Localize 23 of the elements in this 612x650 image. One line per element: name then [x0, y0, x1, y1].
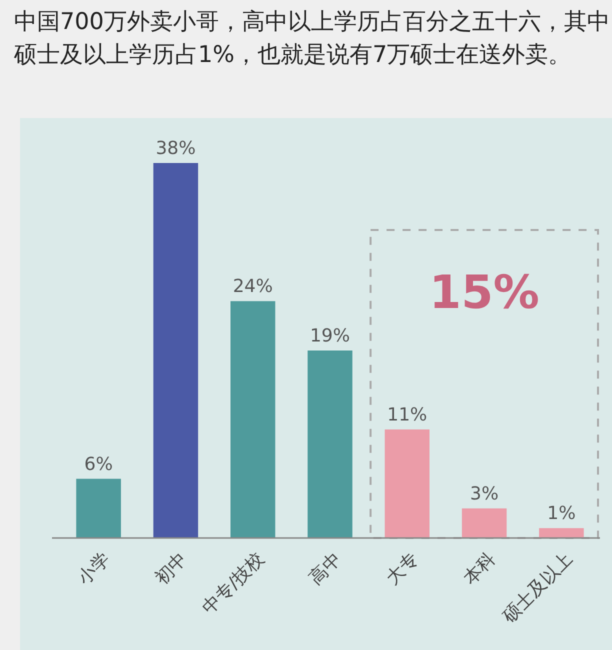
data-label: 38% [156, 138, 196, 159]
bar [462, 508, 507, 538]
bar [230, 301, 276, 538]
data-label: 19% [310, 326, 350, 346]
x-tick-label: 大专 [382, 548, 423, 589]
x-tick-label: 高中 [305, 548, 346, 589]
data-label: 11% [387, 404, 428, 426]
x-tick-label: 本科 [460, 548, 500, 589]
bar [153, 163, 198, 538]
x-tick-label: 小学 [74, 548, 114, 589]
data-label: 24% [232, 276, 273, 298]
x-tick-label: 中专/技校 [198, 548, 268, 619]
chart-title: 中国700万外卖小哥，高中以上学历占百分之五十六，其中硕士及以上学历占1%，也就是说有7万硕士在送外卖。 [14, 8, 610, 70]
bar [76, 478, 121, 538]
data-label: 3% [470, 483, 499, 504]
x-tick-label: 初中 [150, 548, 192, 589]
bar [539, 528, 584, 538]
bar [384, 429, 430, 538]
x-tick-label: 硕士及以上 [498, 548, 577, 628]
annotation: 15% [429, 265, 540, 319]
bar [308, 350, 352, 538]
data-label: 6% [84, 454, 113, 475]
data-label: 1% [547, 503, 576, 524]
